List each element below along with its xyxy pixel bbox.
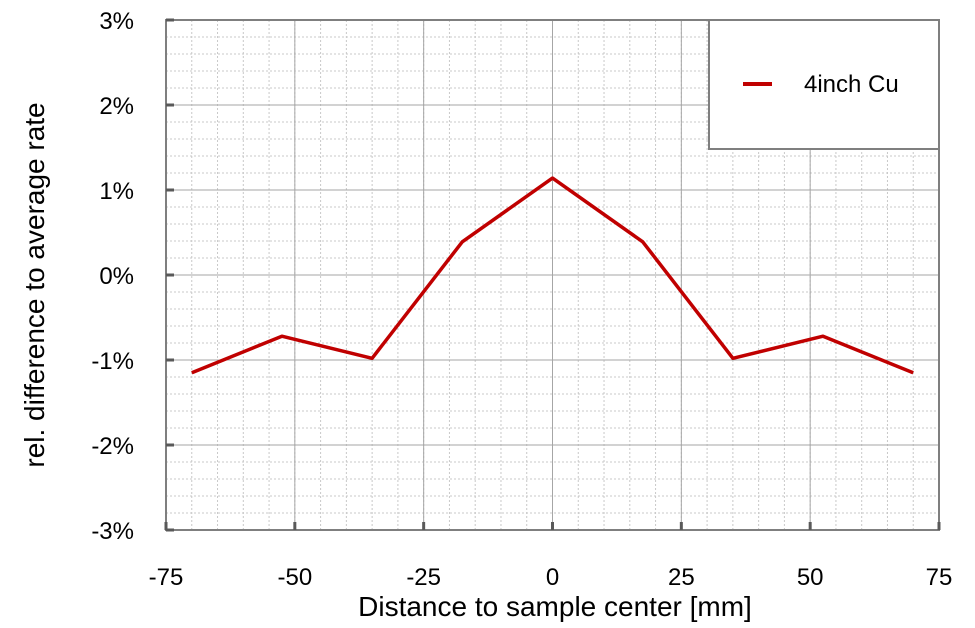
y-tick-label: 2% (99, 93, 134, 120)
y-tick-label: 3% (99, 8, 134, 35)
x-tick-label: 0 (546, 564, 559, 591)
y-tick-label: -3% (91, 518, 134, 545)
x-tick-label: -25 (406, 564, 441, 591)
x-tick-label: 50 (797, 564, 824, 591)
y-tick-labels: 3% 2% 1% 0% -1% -2% -3% (91, 8, 134, 545)
y-axis-title: rel. difference to average rate (19, 102, 50, 467)
legend-label-4inch-cu: 4inch Cu (804, 71, 899, 98)
x-tick-labels: -75 -50 -25 0 25 50 75 (149, 564, 953, 591)
legend: 4inch Cu (708, 19, 940, 150)
x-tick-label: -50 (277, 564, 312, 591)
series-layer (191, 176, 914, 375)
y-tick-label: -2% (91, 433, 134, 460)
y-tick-label: -1% (91, 348, 134, 375)
y-tick-label: 0% (99, 263, 134, 290)
y-tick-label: 1% (99, 178, 134, 205)
x-tick-label: -75 (149, 564, 184, 591)
x-tick-label: 75 (926, 564, 953, 591)
x-tick-label: 25 (668, 564, 695, 591)
x-axis-title: Distance to sample center [mm] (358, 591, 752, 622)
axis-ticks (164, 18, 941, 532)
series-line-4inch-cu (191, 176, 914, 375)
